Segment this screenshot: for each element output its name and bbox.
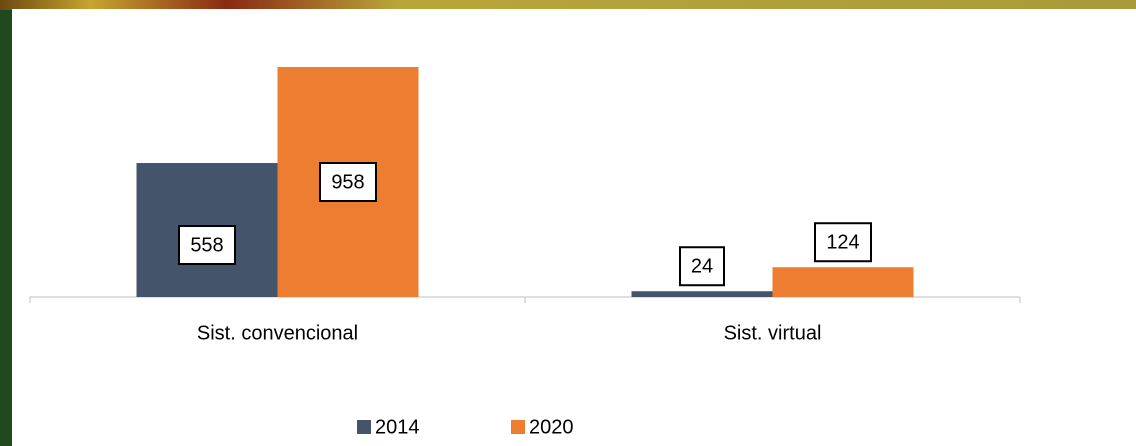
data-label-box [679, 246, 725, 287]
data-label-box [814, 222, 872, 263]
x-tick-label: Sist. convencional [197, 322, 358, 344]
legend-swatch [511, 420, 525, 434]
bar [772, 267, 914, 297]
data-label-box [178, 225, 236, 266]
legend-label: 2020 [529, 416, 574, 438]
frame-top [0, 0, 1136, 10]
data-label: 958 [331, 171, 364, 193]
bar [631, 291, 773, 297]
data-label: 124 [826, 232, 859, 254]
data-label-box [319, 162, 377, 202]
legend-label: 2014 [375, 416, 420, 438]
x-tick-label: Sist. virtual [724, 322, 822, 344]
plot: Sist. convencional 558 958 Sist. virtual 24 1… [29, 67, 1021, 438]
legend-swatch [357, 420, 371, 434]
data-label: 558 [190, 234, 223, 256]
data-label: 24 [691, 256, 713, 278]
